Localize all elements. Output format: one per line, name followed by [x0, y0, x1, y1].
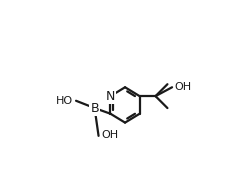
- Text: HO: HO: [56, 96, 73, 106]
- Text: OH: OH: [174, 82, 192, 92]
- Text: N: N: [106, 90, 115, 103]
- Text: OH: OH: [102, 130, 119, 139]
- Text: B: B: [90, 101, 99, 115]
